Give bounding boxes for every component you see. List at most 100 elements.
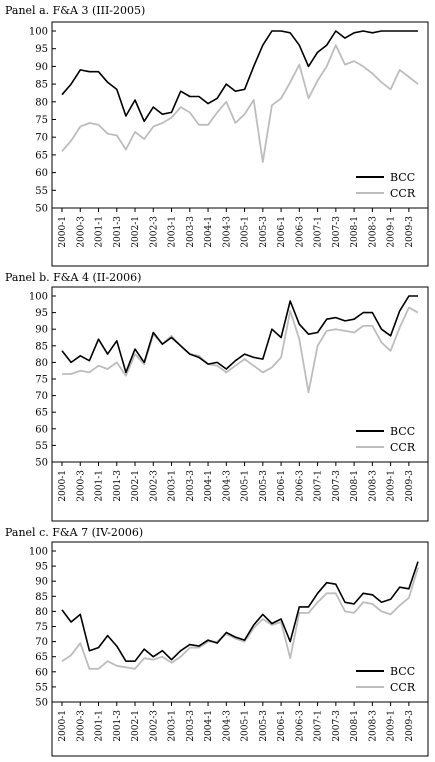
x-tick-label: 2006-1	[277, 470, 287, 502]
x-tick-label: 2004-3	[222, 710, 232, 742]
x-tick-label: 2001-1	[95, 216, 105, 248]
x-tick-label: 2002-3	[149, 470, 159, 502]
y-tick-label: 70	[35, 637, 48, 648]
legend-label-ccr: CCR	[390, 681, 416, 694]
y-tick-label: 95	[35, 562, 48, 573]
y-tick-label: 70	[35, 133, 48, 144]
x-tick-label: 2007-1	[314, 470, 324, 502]
x-tick-label: 2007-1	[314, 710, 324, 742]
y-tick-label: 50	[35, 458, 48, 469]
x-tick-label: 2001-1	[95, 710, 105, 742]
panel-frame	[51, 21, 429, 267]
y-tick-label: 55	[35, 441, 48, 452]
x-tick-label: 2002-1	[131, 216, 141, 248]
x-tick-label: 2007-3	[332, 710, 342, 742]
x-tick-label: 2009-1	[387, 470, 397, 502]
y-tick-label: 100	[29, 292, 48, 303]
x-tick-label: 2003-3	[186, 710, 196, 742]
series-line-bcc	[61, 561, 419, 663]
legend-label-bcc: BCC	[390, 425, 415, 438]
y-tick-label: 85	[35, 341, 48, 352]
x-tick-label: 2005-3	[259, 216, 269, 248]
x-tick-label: 2005-3	[259, 710, 269, 742]
panel-title: Panel c. F&A 7 (IV-2006)	[5, 526, 143, 539]
y-tick-label: 55	[35, 186, 48, 197]
y-tick-label: 95	[35, 44, 48, 55]
x-tick-label: 2003-1	[168, 470, 178, 502]
panel-frame	[51, 541, 429, 757]
legend-label-ccr: CCR	[390, 187, 416, 200]
y-tick-label: 95	[35, 308, 48, 319]
x-tick-label: 2002-3	[149, 710, 159, 742]
x-tick-label: 2004-1	[204, 470, 214, 502]
y-tick-label: 100	[29, 27, 48, 38]
x-tick-label: 2009-3	[405, 470, 415, 502]
y-tick-label: 70	[35, 391, 48, 402]
y-tick-label: 85	[35, 80, 48, 91]
x-tick-label: 2008-1	[350, 470, 360, 502]
y-tick-label: 75	[35, 622, 48, 633]
series-line-ccr	[62, 306, 419, 394]
x-tick-label: 2003-3	[186, 216, 196, 248]
panel-title: Panel a. F&A 3 (III-2005)	[5, 4, 145, 17]
panel-title: Panel b. F&A 4 (II-2006)	[5, 271, 141, 284]
y-tick-label: 65	[35, 652, 48, 663]
x-tick-label: 2002-1	[131, 470, 141, 502]
x-tick-label: 2003-1	[168, 710, 178, 742]
x-tick-label: 2008-1	[350, 216, 360, 248]
x-tick-label: 2008-3	[368, 710, 378, 742]
x-tick-label: 2008-3	[368, 470, 378, 502]
y-tick-label: 80	[35, 607, 48, 618]
x-tick-label: 2001-3	[113, 216, 123, 248]
panel-1: Panel a. F&A 3 (III-2005) 50 55 60 65 70 75 80 8…	[5, 4, 429, 267]
x-tick-label: 2002-1	[131, 710, 141, 742]
y-tick-label: 80	[35, 97, 48, 108]
x-tick-label: 2005-1	[241, 710, 251, 742]
y-tick-label: 65	[35, 408, 48, 419]
panel-3: Panel c. F&A 7 (IV-2006) 50 55 60 65 70 75 80 85…	[5, 526, 429, 757]
series-line-bcc	[61, 295, 418, 374]
x-tick-label: 2006-1	[277, 216, 287, 248]
x-tick-label: 2009-1	[387, 216, 397, 248]
panel-frame	[51, 286, 429, 522]
y-tick-label: 80	[35, 358, 48, 369]
x-tick-label: 2005-3	[259, 470, 269, 502]
x-tick-label: 2002-3	[149, 216, 159, 248]
y-tick-label: 90	[35, 577, 48, 588]
x-tick-label: 2001-3	[113, 710, 123, 742]
x-tick-label: 2006-3	[295, 470, 305, 502]
x-tick-label: 2003-1	[168, 216, 178, 248]
y-tick-label: 90	[35, 62, 48, 73]
y-tick-label: 55	[35, 682, 48, 693]
series-line-ccr	[61, 567, 419, 670]
y-tick-label: 90	[35, 325, 48, 336]
y-tick-label: 75	[35, 115, 48, 126]
x-tick-label: 2009-1	[387, 710, 397, 742]
y-tick-label: 60	[35, 424, 48, 435]
x-tick-label: 2001-1	[95, 470, 105, 502]
x-tick-label: 2009-3	[405, 710, 415, 742]
x-tick-label: 2000-1	[58, 470, 68, 502]
y-tick-label: 50	[35, 204, 48, 215]
legend-label-ccr: CCR	[390, 441, 416, 454]
x-tick-label: 2004-1	[204, 710, 214, 742]
x-tick-label: 2007-1	[314, 216, 324, 248]
panel-2: Panel b. F&A 4 (II-2006) 50 55 60 65 70 75 80 85…	[5, 271, 429, 522]
x-tick-label: 2000-1	[58, 216, 68, 248]
y-tick-label: 100	[29, 547, 48, 558]
x-tick-label: 2000-1	[58, 710, 68, 742]
x-tick-label: 2003-3	[186, 470, 196, 502]
legend-label-bcc: BCC	[390, 665, 415, 678]
legend-label-bcc: BCC	[390, 171, 415, 184]
x-tick-label: 2006-3	[295, 216, 305, 248]
series-line-bcc	[61, 30, 418, 123]
x-tick-label: 2004-1	[204, 216, 214, 248]
y-tick-label: 85	[35, 592, 48, 603]
x-tick-label: 2008-3	[368, 216, 378, 248]
x-tick-label: 2005-1	[241, 470, 251, 502]
x-tick-label: 2007-3	[332, 216, 342, 248]
x-tick-label: 2008-1	[350, 710, 360, 742]
y-tick-label: 65	[35, 150, 48, 161]
x-tick-label: 2005-1	[241, 216, 251, 248]
